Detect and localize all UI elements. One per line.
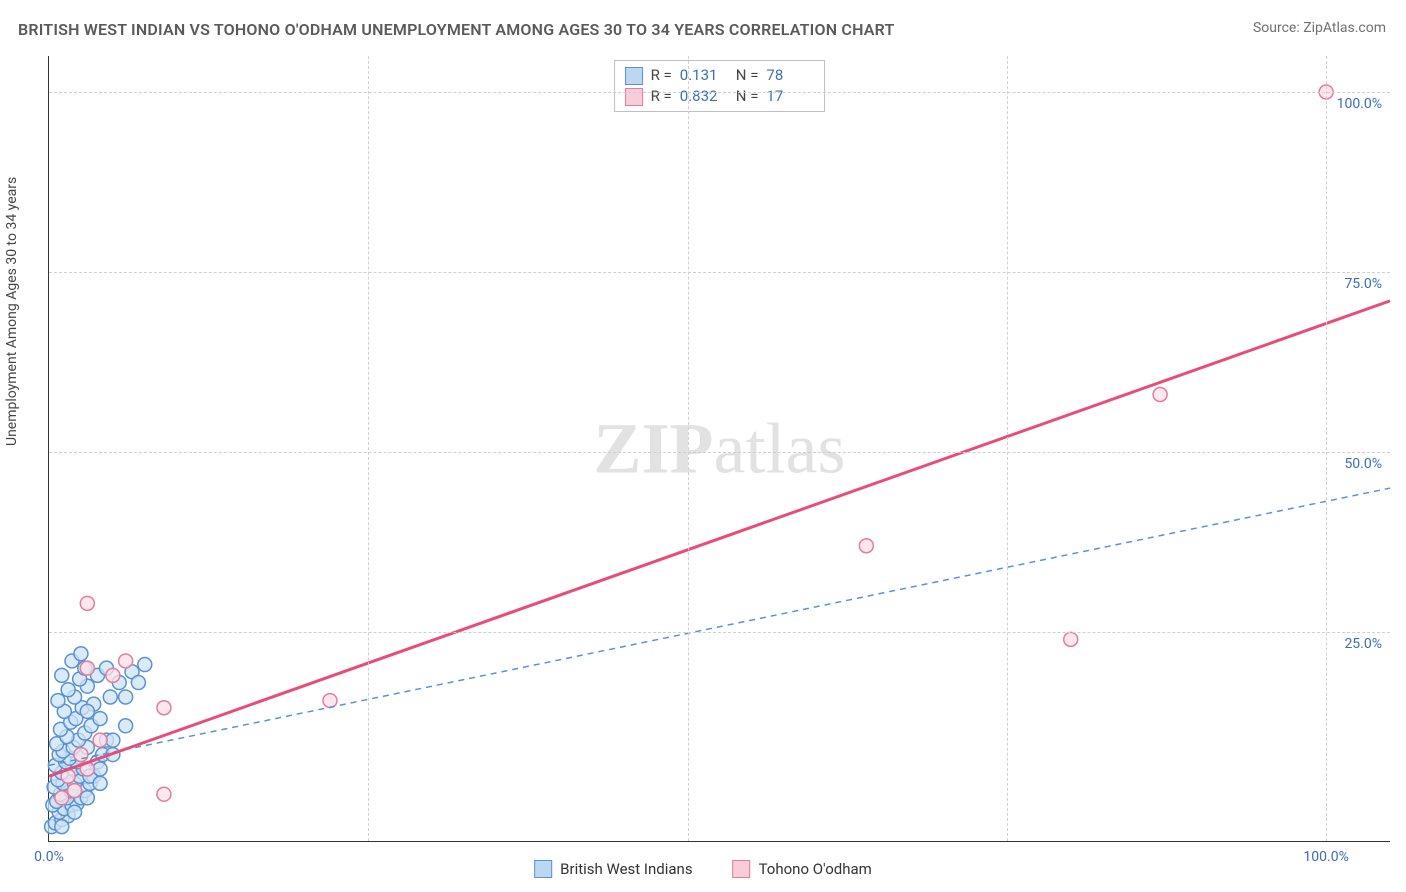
gridline-h: [49, 92, 1390, 93]
data-point: [80, 791, 94, 805]
swatch-pink: [625, 88, 643, 106]
gridline-v: [1007, 56, 1008, 841]
data-point: [55, 791, 69, 805]
data-point: [323, 694, 337, 708]
data-point: [93, 733, 107, 747]
r-label-1: R =: [651, 65, 672, 86]
legend-label-2: Tohono O'odham: [759, 860, 872, 878]
legend-swatch-blue: [534, 860, 552, 878]
trend-line: [49, 488, 1390, 765]
data-point: [68, 784, 82, 798]
stats-box: R = 0.131 N = 78 R = 0.832 N = 17: [614, 60, 826, 112]
data-point: [119, 654, 133, 668]
data-point: [93, 776, 107, 790]
trend-line: [49, 301, 1390, 776]
data-point: [106, 668, 120, 682]
data-point: [61, 683, 75, 697]
data-point: [859, 539, 873, 553]
data-point: [157, 701, 171, 715]
data-point: [51, 694, 65, 708]
data-point: [55, 668, 69, 682]
gridline-h: [49, 632, 1390, 633]
plot-area: ZIPatlas R = 0.131 N = 78 R = 0.832 N = …: [48, 56, 1390, 842]
gridline-v: [1326, 56, 1327, 841]
gridline-h: [49, 272, 1390, 273]
data-point: [74, 647, 88, 661]
n-label-2: N =: [736, 86, 759, 107]
data-point: [119, 690, 133, 704]
data-point: [157, 787, 171, 801]
n-value-1: 78: [766, 65, 814, 86]
y-tick-label: 50.0%: [1344, 456, 1382, 472]
data-point: [80, 661, 94, 675]
data-point: [80, 596, 94, 610]
stats-row-2: R = 0.832 N = 17: [625, 86, 815, 107]
legend-label-1: British West Indians: [560, 860, 692, 878]
chart-title: BRITISH WEST INDIAN VS TOHONO O'ODHAM UN…: [18, 20, 895, 39]
swatch-blue: [625, 67, 643, 85]
gridline-h: [49, 452, 1390, 453]
y-tick-label: 75.0%: [1344, 276, 1382, 292]
y-tick-label: 25.0%: [1344, 636, 1382, 652]
n-label-1: N =: [736, 65, 759, 86]
r-label-2: R =: [651, 86, 672, 107]
data-point: [1153, 387, 1167, 401]
data-point: [1064, 632, 1078, 646]
legend-item-1: British West Indians: [534, 860, 692, 878]
gridline-v: [368, 56, 369, 841]
data-point: [106, 733, 120, 747]
gridline-v: [688, 56, 689, 841]
legend: British West Indians Tohono O'odham: [534, 860, 872, 878]
y-tick-label: 100.0%: [1337, 96, 1382, 112]
source-label: Source: ZipAtlas.com: [1253, 20, 1386, 36]
x-tick-label: 100.0%: [1303, 849, 1348, 865]
chart-container: BRITISH WEST INDIAN VS TOHONO O'ODHAM UN…: [0, 0, 1406, 892]
legend-swatch-pink: [733, 860, 751, 878]
plot-svg: [49, 56, 1390, 841]
data-point: [80, 704, 94, 718]
legend-item-2: Tohono O'odham: [733, 860, 872, 878]
data-point: [93, 762, 107, 776]
stats-row-1: R = 0.131 N = 78: [625, 65, 815, 86]
data-point: [119, 719, 133, 733]
n-value-2: 17: [766, 86, 814, 107]
data-point: [138, 658, 152, 672]
data-point: [131, 676, 145, 690]
data-point: [68, 805, 82, 819]
data-point: [55, 820, 69, 834]
data-point: [103, 690, 117, 704]
y-axis-label: Unemployment Among Ages 30 to 34 years: [4, 177, 20, 446]
x-tick-label: 0.0%: [34, 849, 64, 865]
data-point: [93, 712, 107, 726]
